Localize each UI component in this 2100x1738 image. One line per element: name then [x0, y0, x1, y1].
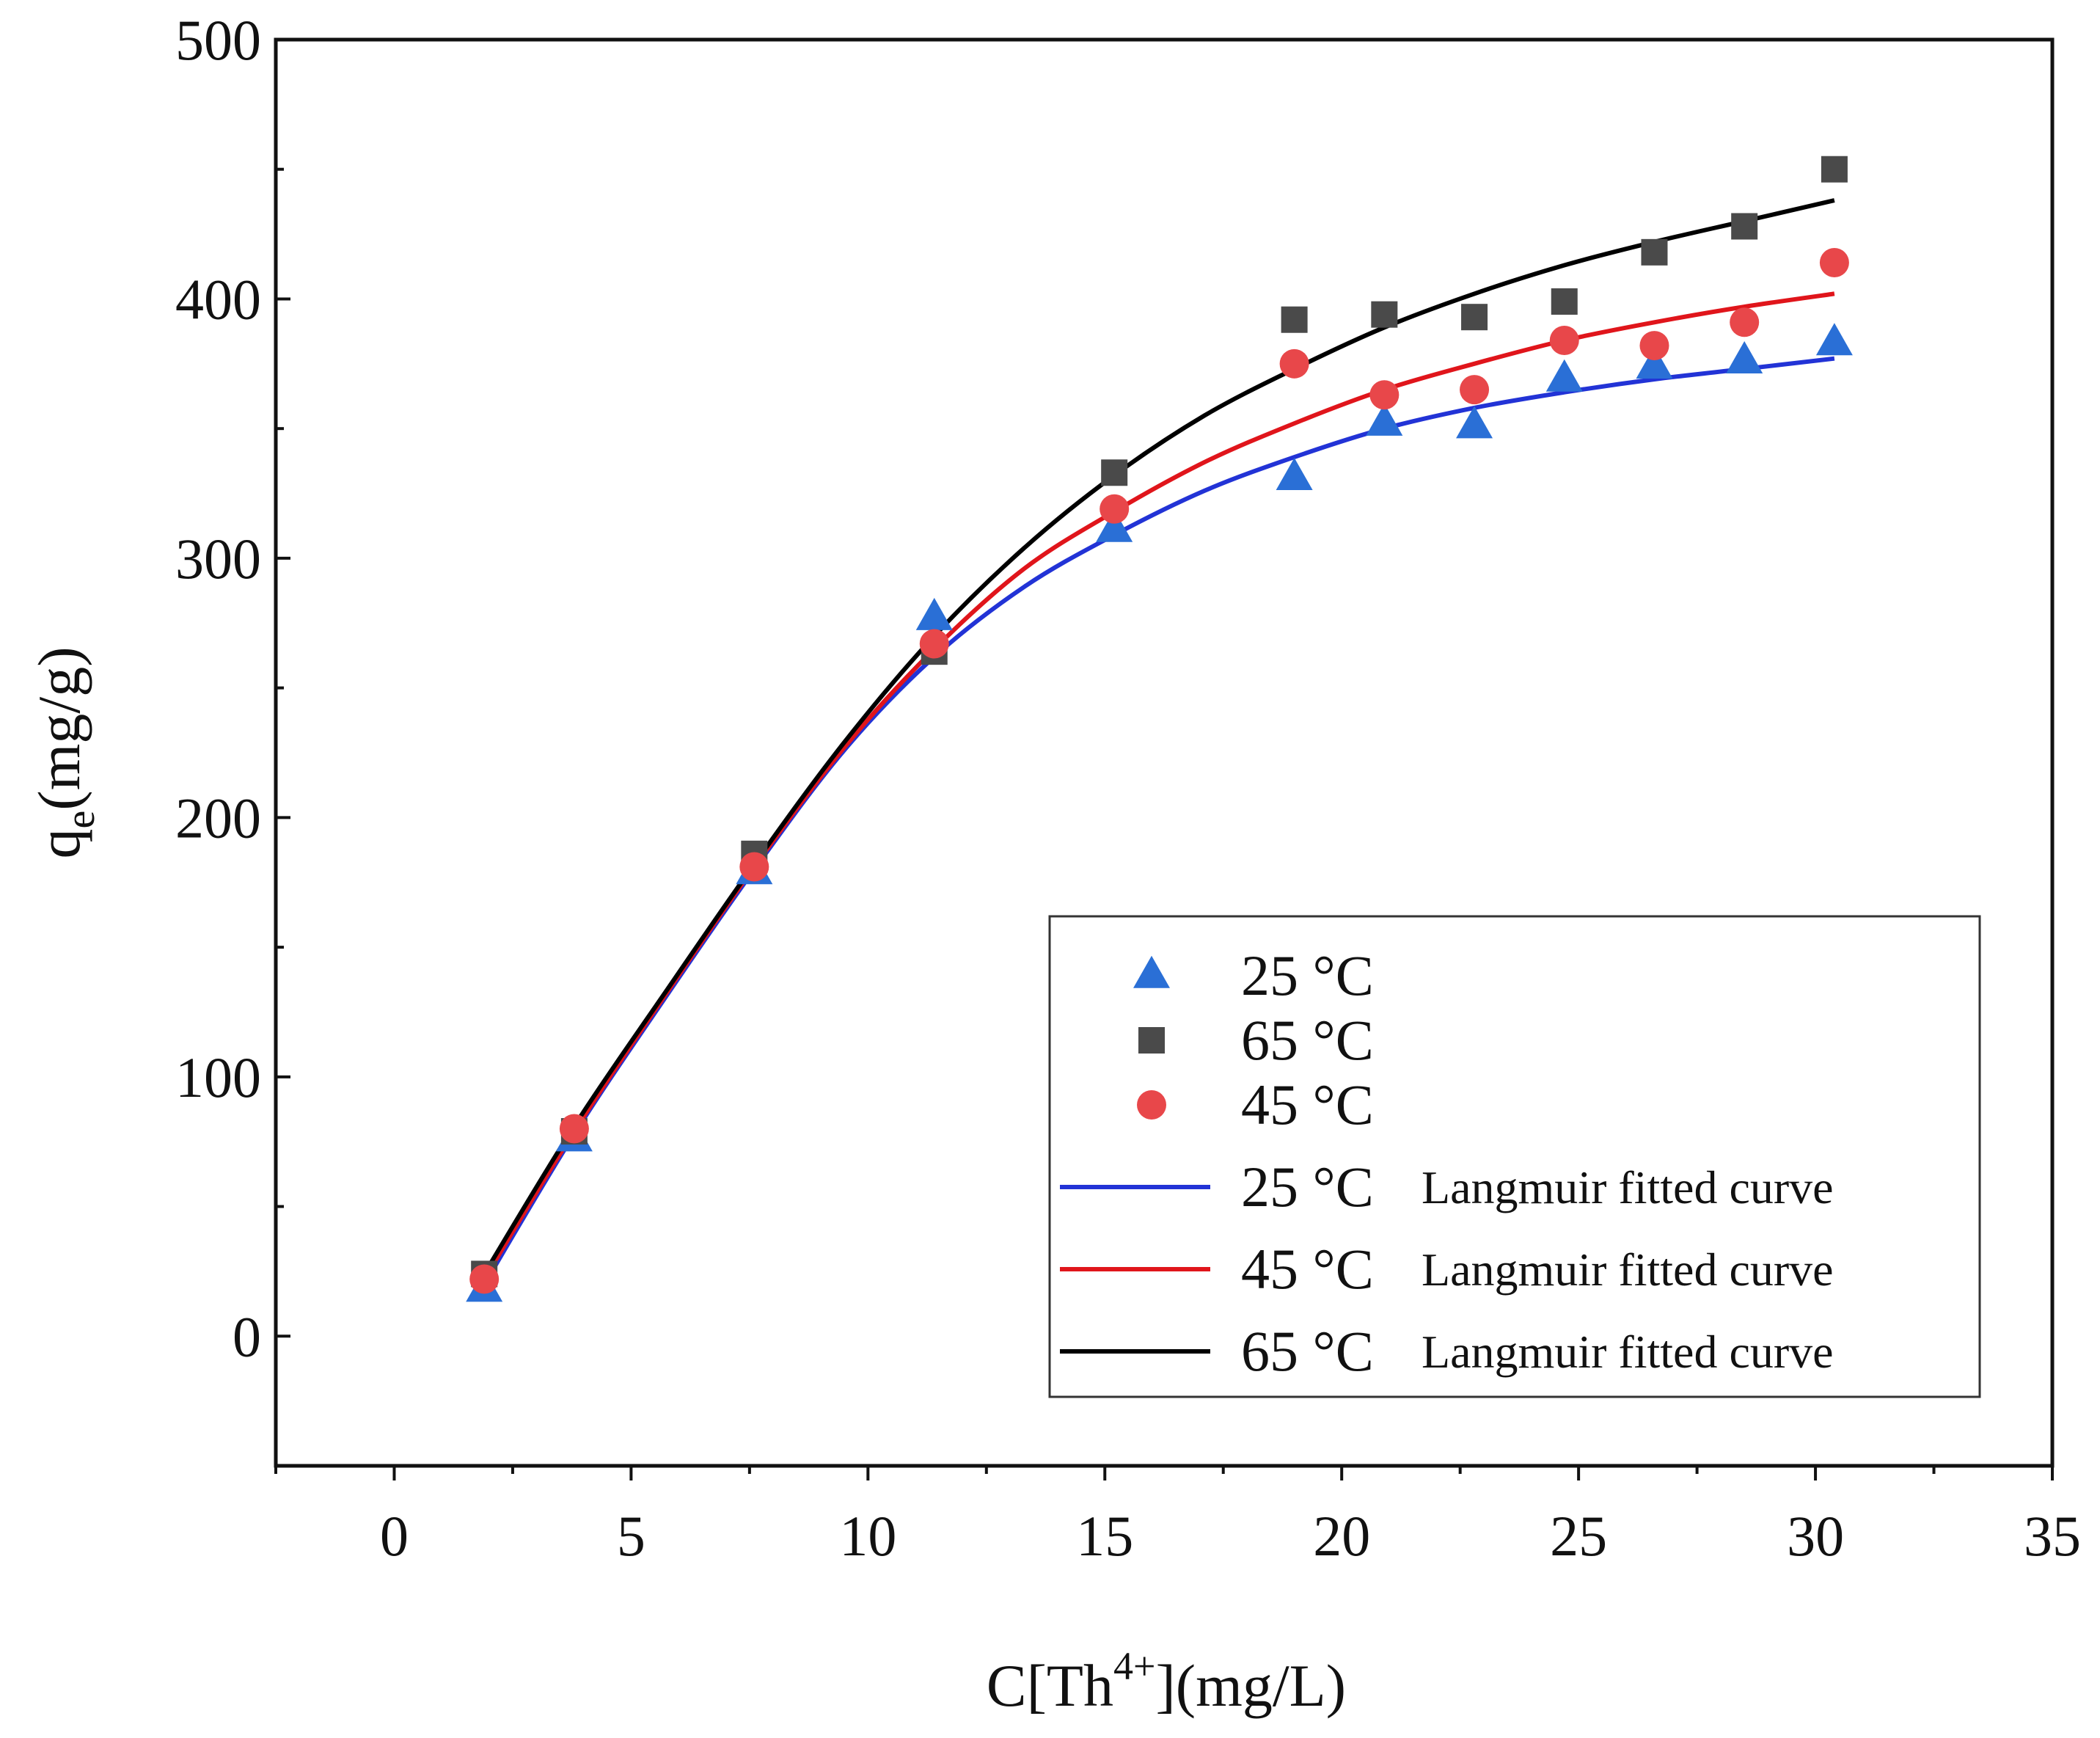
legend-label-temperature: 45 °C: [1241, 1073, 1374, 1136]
legend-label-description: Langmuir fitted curve: [1422, 1244, 1834, 1296]
x-tick-label: 0: [380, 1504, 409, 1568]
x-axis-ticks: 0 5 10 15 20 25 30 35: [274, 1466, 2081, 1568]
legend-symbol-circle: [1137, 1090, 1166, 1120]
legend-label-temperature: 65 °C: [1241, 1319, 1374, 1383]
legend-box: [1048, 915, 1981, 1398]
x-axis-title-suffix: ](mg/L): [1155, 1652, 1346, 1719]
data-point-square: [1551, 288, 1578, 315]
data-point-circle: [1369, 380, 1400, 410]
data-point-circle: [469, 1264, 500, 1294]
data-point-triangle: [1636, 346, 1673, 379]
data-point-triangle: [1276, 458, 1313, 491]
x-axis-title-prefix: C[Th: [987, 1652, 1113, 1719]
x-tick-label: 30: [1787, 1504, 1844, 1568]
data-point-square: [1101, 459, 1128, 486]
data-points: [466, 156, 1853, 1302]
data-point-circle: [1279, 348, 1309, 379]
data-point-square: [1821, 156, 1848, 183]
legend-symbol-square: [1138, 1027, 1165, 1054]
data-point-square: [1461, 304, 1488, 331]
y-tick-label: 100: [175, 1045, 261, 1109]
legend-label-temperature: 25 °C: [1241, 1155, 1374, 1219]
y-tick-label: 300: [175, 527, 261, 591]
data-point-triangle: [1815, 323, 1853, 356]
y-tick-label: 500: [175, 8, 261, 72]
data-point-circle: [1639, 331, 1669, 361]
y-tick-label: 200: [175, 786, 261, 850]
y-axis-ticks: 0 100 200 300 400 500: [175, 8, 290, 1467]
legend-label-temperature: 65 °C: [1241, 1008, 1374, 1072]
data-point-triangle: [1726, 341, 1763, 374]
data-point-triangle: [1545, 359, 1583, 392]
x-axis-title-superscript: 4+: [1113, 1644, 1155, 1688]
data-point-circle: [1100, 494, 1130, 524]
data-point-circle: [1460, 375, 1490, 405]
y-tick-label: 0: [233, 1304, 261, 1368]
y-axis-title: qe(mg/g): [26, 646, 103, 858]
legend-label-description: Langmuir fitted curve: [1422, 1326, 1834, 1378]
data-point-circle: [739, 852, 769, 882]
data-point-square: [1281, 306, 1308, 333]
y-axis-title-suffix: (mg/g): [26, 646, 92, 810]
data-point-circle: [919, 629, 949, 659]
x-tick-label: 15: [1076, 1504, 1133, 1568]
data-point-triangle: [1456, 406, 1493, 439]
data-point-circle: [1730, 307, 1760, 337]
data-point-triangle: [915, 597, 953, 630]
legend-label-temperature: 25 °C: [1241, 943, 1374, 1007]
legend-label-description: Langmuir fitted curve: [1422, 1161, 1834, 1213]
data-point-triangle: [1096, 509, 1133, 542]
data-point-circle: [1549, 326, 1579, 356]
legend-label-temperature: 45 °C: [1241, 1237, 1374, 1301]
x-tick-label: 35: [2024, 1504, 2081, 1568]
data-point-triangle: [1366, 403, 1403, 436]
plot-frame: [274, 37, 2055, 1468]
data-point-square: [1641, 238, 1668, 266]
y-axis-title-prefix: q: [26, 829, 92, 859]
x-tick-label: 20: [1313, 1504, 1370, 1568]
legend-symbol-triangle: [1133, 955, 1170, 988]
x-axis-title: C[Th4+](mg/L): [987, 1644, 1346, 1719]
x-tick-label: 5: [617, 1504, 645, 1568]
data-point-square: [1371, 301, 1398, 328]
data-point-circle: [1819, 247, 1849, 277]
x-tick-label: 25: [1550, 1504, 1607, 1568]
x-tick-label: 10: [839, 1504, 896, 1568]
data-point-square: [1731, 213, 1758, 240]
data-point-circle: [559, 1114, 589, 1144]
y-tick-label: 400: [175, 267, 261, 331]
y-axis-title-subscript: e: [58, 811, 103, 829]
legend: 25 °C65 °C45 °C25 °C Langmuir fitted curv…: [1048, 915, 1981, 1398]
